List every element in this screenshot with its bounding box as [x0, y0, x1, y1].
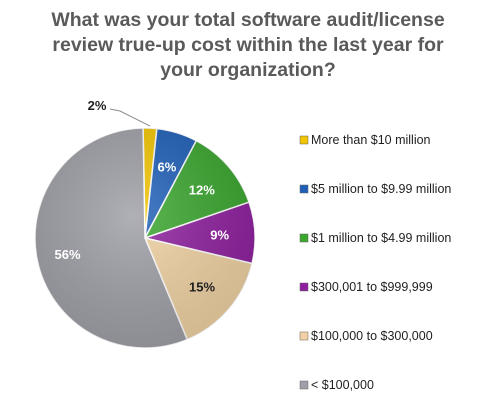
- pie-labels: 2% 6% 12% 9% 15% 56%: [54, 98, 229, 295]
- legend-label-0: More than $10 million: [311, 133, 431, 147]
- pie-slice-label-3: 9%: [210, 227, 229, 242]
- legend-swatch-5: [299, 380, 309, 390]
- legend-swatch-0: [299, 135, 309, 145]
- chart-title-line-2: review true-up cost within the last year…: [52, 34, 444, 56]
- legend-label-2: $1 million to $4.99 million: [311, 231, 451, 245]
- legend-swatch-3: [299, 282, 309, 292]
- legend-label-4: $100,000 to $300,000: [311, 329, 433, 343]
- chart-title-line-1: What was your total software audit/licen…: [51, 9, 444, 31]
- pie-slice-label-0: 2%: [88, 98, 107, 113]
- legend-swatch-2: [299, 233, 309, 243]
- legend-swatch-4: [299, 331, 309, 341]
- chart-title-line-3: your organization?: [160, 59, 336, 81]
- legend-label-5: < $100,000: [311, 378, 374, 392]
- legend-label-1: $5 million to $9.99 million: [311, 182, 451, 196]
- legend: More than $10 million $5 million to $9.99…: [299, 133, 451, 392]
- pie-slice-label-1: 6%: [158, 160, 177, 175]
- pie-slice-label-4: 15%: [189, 280, 215, 295]
- chart-title: What was your total software audit/licen…: [51, 9, 444, 81]
- legend-label-3: $300,001 to $999,999: [311, 280, 433, 294]
- pie-leader-line: [109, 108, 151, 127]
- pie-slice-label-2: 12%: [189, 182, 215, 197]
- legend-swatch-1: [299, 184, 309, 194]
- pie-slice-label-5: 56%: [54, 247, 80, 262]
